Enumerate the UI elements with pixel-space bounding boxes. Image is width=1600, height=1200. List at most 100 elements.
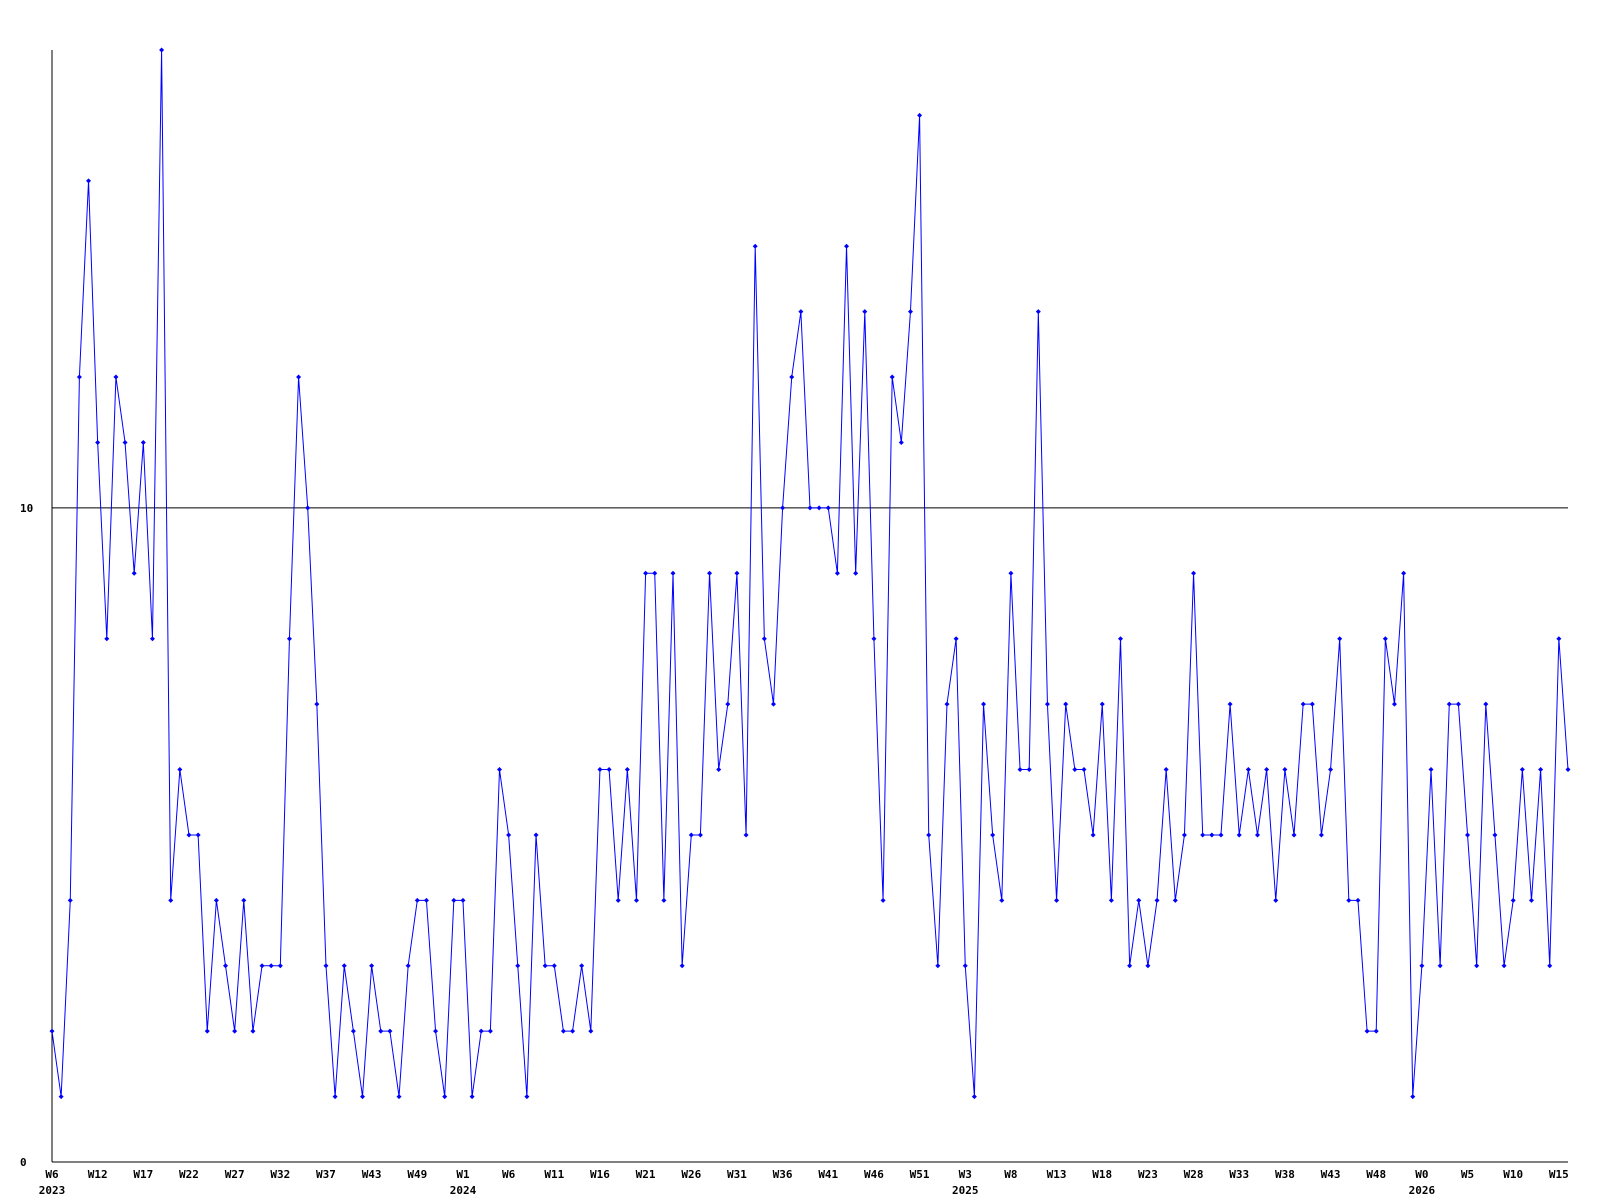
- x-tick-label: W13: [1047, 1168, 1067, 1181]
- data-point: [405, 963, 411, 969]
- data-point: [1401, 570, 1407, 576]
- data-point: [1474, 963, 1480, 969]
- data-point: [1273, 897, 1279, 903]
- x-tick-label: W51: [910, 1168, 930, 1181]
- data-point: [1446, 701, 1452, 707]
- data-point: [643, 570, 649, 576]
- data-point: [241, 897, 247, 903]
- data-point: [1455, 701, 1461, 707]
- data-point: [1300, 701, 1306, 707]
- data-point: [1364, 1028, 1370, 1034]
- y-tick-label: 10: [20, 502, 33, 515]
- data-point: [277, 963, 283, 969]
- data-point: [1492, 832, 1498, 838]
- data-point: [122, 439, 128, 445]
- data-point: [1191, 570, 1197, 576]
- data-point: [862, 309, 868, 315]
- data-point: [1236, 832, 1242, 838]
- data-point: [1291, 832, 1297, 838]
- data-point: [442, 1094, 448, 1100]
- data-point: [1035, 309, 1041, 315]
- x-tick-label: W8: [1004, 1168, 1017, 1181]
- data-point: [889, 374, 895, 380]
- data-point: [1044, 701, 1050, 707]
- data-point: [1346, 897, 1352, 903]
- data-point: [834, 570, 840, 576]
- year-label: 2025: [952, 1184, 979, 1197]
- data-point: [131, 570, 137, 576]
- data-point: [305, 505, 311, 511]
- data-point: [1099, 701, 1105, 707]
- y-tick-label: 0: [20, 1156, 27, 1169]
- data-point: [487, 1028, 493, 1034]
- x-tick-label: W49: [407, 1168, 427, 1181]
- x-tick-label: W1: [456, 1168, 470, 1181]
- data-point: [478, 1028, 484, 1034]
- data-point: [159, 47, 165, 53]
- data-point: [195, 832, 201, 838]
- x-tick-label: W17: [133, 1168, 153, 1181]
- data-point: [506, 832, 512, 838]
- data-point: [1127, 963, 1133, 969]
- data-point: [917, 112, 923, 118]
- data-point: [907, 309, 913, 315]
- data-point: [1154, 897, 1160, 903]
- data-point: [1355, 897, 1361, 903]
- data-point: [396, 1094, 402, 1100]
- data-point: [844, 243, 850, 249]
- data-point: [67, 897, 73, 903]
- data-point: [1556, 636, 1562, 642]
- x-tick-label: W15: [1549, 1168, 1569, 1181]
- x-tick-label: W27: [225, 1168, 245, 1181]
- x-tick-label: W36: [773, 1168, 793, 1181]
- data-point: [204, 1028, 210, 1034]
- data-point: [149, 636, 155, 642]
- x-tick-label: W6: [502, 1168, 516, 1181]
- data-point: [716, 767, 722, 773]
- data-point: [999, 897, 1005, 903]
- x-tick-label: W0: [1415, 1168, 1428, 1181]
- data-point: [469, 1094, 475, 1100]
- data-point: [761, 636, 767, 642]
- data-point: [1437, 963, 1443, 969]
- data-point: [697, 832, 703, 838]
- data-point: [871, 636, 877, 642]
- data-point: [496, 767, 502, 773]
- x-tick-label: W31: [727, 1168, 747, 1181]
- data-point: [734, 570, 740, 576]
- data-point: [223, 963, 229, 969]
- data-point: [1282, 767, 1288, 773]
- data-point: [1410, 1094, 1416, 1100]
- data-point: [807, 505, 813, 511]
- x-tick-label: W6: [45, 1168, 59, 1181]
- data-point: [168, 897, 174, 903]
- data-point: [1547, 963, 1553, 969]
- data-point: [1218, 832, 1224, 838]
- data-point: [579, 963, 585, 969]
- data-point: [1465, 832, 1471, 838]
- x-tick-label: W12: [88, 1168, 108, 1181]
- data-point: [652, 570, 658, 576]
- data-point: [1309, 701, 1315, 707]
- data-point: [1145, 963, 1151, 969]
- data-point: [1565, 767, 1571, 773]
- data-point: [1337, 636, 1343, 642]
- data-point: [378, 1028, 384, 1034]
- data-point: [296, 374, 302, 380]
- data-point: [707, 570, 713, 576]
- data-point: [1136, 897, 1142, 903]
- data-point: [633, 897, 639, 903]
- x-tick-label: W3: [959, 1168, 972, 1181]
- x-tick-label: W41: [818, 1168, 838, 1181]
- data-point: [743, 832, 749, 838]
- data-point: [624, 767, 630, 773]
- data-point: [935, 963, 941, 969]
- data-point: [1118, 636, 1124, 642]
- data-point: [1200, 832, 1206, 838]
- x-tick-label: W38: [1275, 1168, 1295, 1181]
- data-point: [451, 897, 457, 903]
- data-point: [560, 1028, 566, 1034]
- data-point: [679, 963, 685, 969]
- data-point: [86, 178, 92, 184]
